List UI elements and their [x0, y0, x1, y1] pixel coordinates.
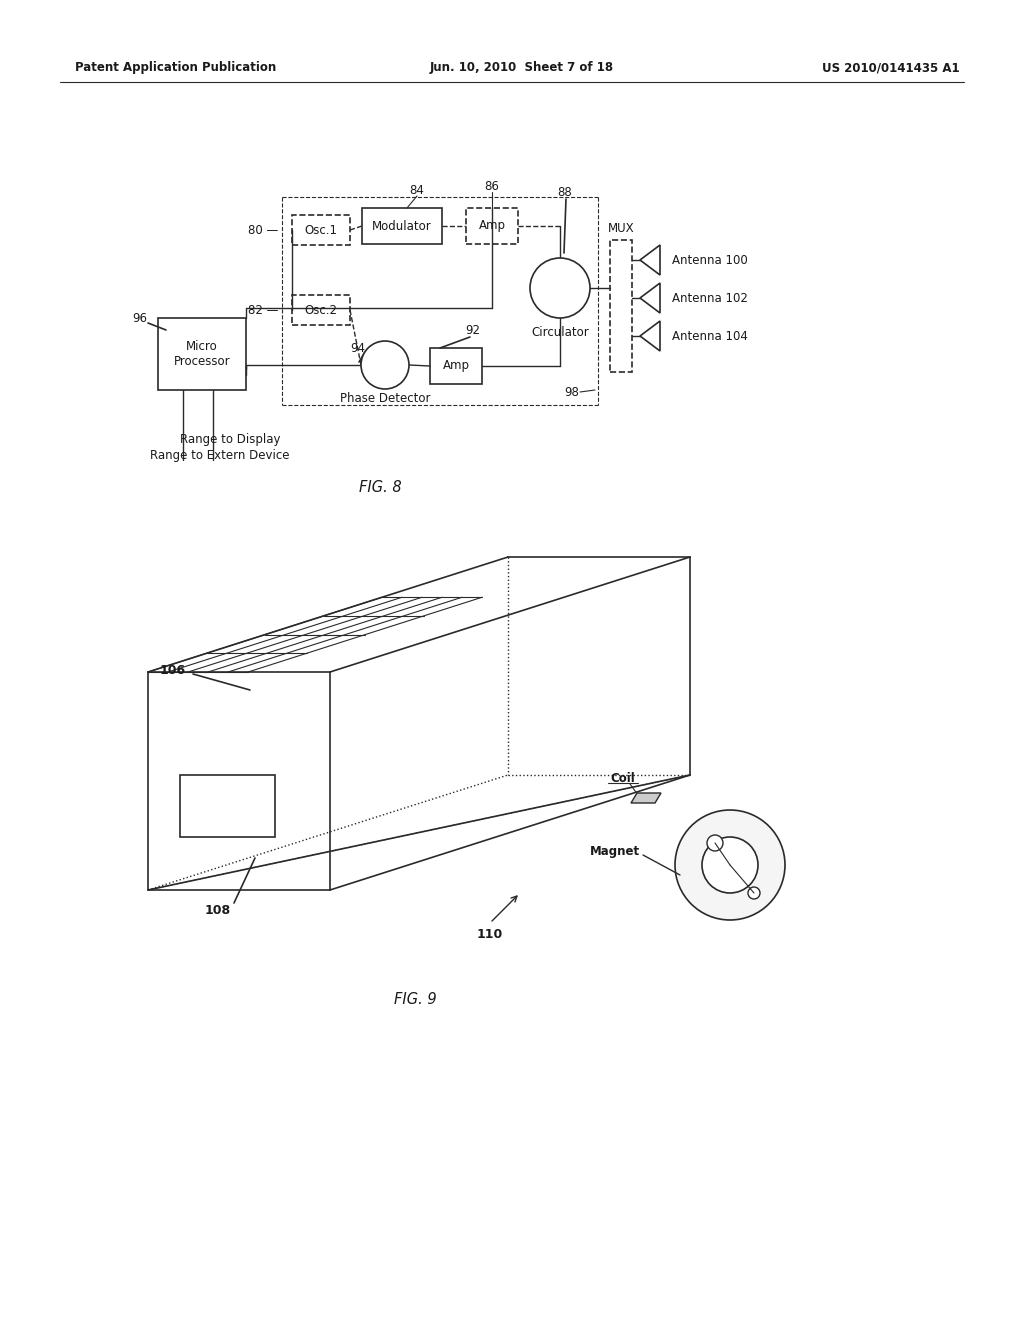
Circle shape: [675, 810, 785, 920]
Text: Modulator: Modulator: [372, 219, 432, 232]
Text: Patent Application Publication: Patent Application Publication: [75, 62, 276, 74]
Text: Range to Display: Range to Display: [180, 433, 281, 446]
Bar: [610, 240, 632, 372]
Text: Range to Extern Device: Range to Extern Device: [151, 449, 290, 462]
Circle shape: [530, 257, 590, 318]
Circle shape: [702, 837, 758, 894]
Text: Antenna 104: Antenna 104: [672, 330, 748, 342]
Text: 92: 92: [466, 323, 480, 337]
Text: 82 —: 82 —: [248, 304, 278, 317]
Text: 106: 106: [160, 664, 186, 676]
Text: 94: 94: [350, 342, 366, 355]
Text: Antenna 102: Antenna 102: [672, 292, 748, 305]
Polygon shape: [640, 282, 660, 313]
Polygon shape: [640, 321, 660, 351]
Text: Antenna 100: Antenna 100: [672, 253, 748, 267]
Bar: [292, 294, 350, 325]
Text: 88: 88: [558, 186, 572, 198]
Circle shape: [748, 887, 760, 899]
Text: 98: 98: [564, 387, 580, 400]
Text: Osc.1: Osc.1: [304, 223, 338, 236]
Text: MUX: MUX: [607, 222, 634, 235]
Bar: [158, 318, 246, 389]
Bar: [180, 775, 275, 837]
Text: 108: 108: [205, 903, 231, 916]
Bar: [362, 209, 442, 244]
Text: 96: 96: [132, 312, 147, 325]
Bar: [430, 348, 482, 384]
Circle shape: [361, 341, 409, 389]
Text: Circulator: Circulator: [531, 326, 589, 338]
Text: Jun. 10, 2010  Sheet 7 of 18: Jun. 10, 2010 Sheet 7 of 18: [430, 62, 614, 74]
Text: 86: 86: [484, 180, 500, 193]
Text: 80 —: 80 —: [248, 223, 278, 236]
Polygon shape: [640, 246, 660, 275]
Text: 110: 110: [477, 928, 503, 941]
Text: Magnet: Magnet: [590, 846, 640, 858]
Text: Coil: Coil: [610, 771, 635, 784]
Text: 84: 84: [410, 183, 424, 197]
Text: FIG. 8: FIG. 8: [358, 480, 401, 495]
Circle shape: [707, 836, 723, 851]
Text: Amp: Amp: [478, 219, 506, 232]
Text: US 2010/0141435 A1: US 2010/0141435 A1: [822, 62, 961, 74]
Polygon shape: [631, 793, 662, 803]
Text: Micro
Processor: Micro Processor: [174, 341, 230, 368]
Text: Phase Detector: Phase Detector: [340, 392, 430, 404]
Text: Amp: Amp: [442, 359, 469, 372]
Bar: [466, 209, 518, 244]
Text: Osc.2: Osc.2: [304, 304, 338, 317]
Text: FIG. 9: FIG. 9: [393, 993, 436, 1007]
Bar: [292, 215, 350, 246]
